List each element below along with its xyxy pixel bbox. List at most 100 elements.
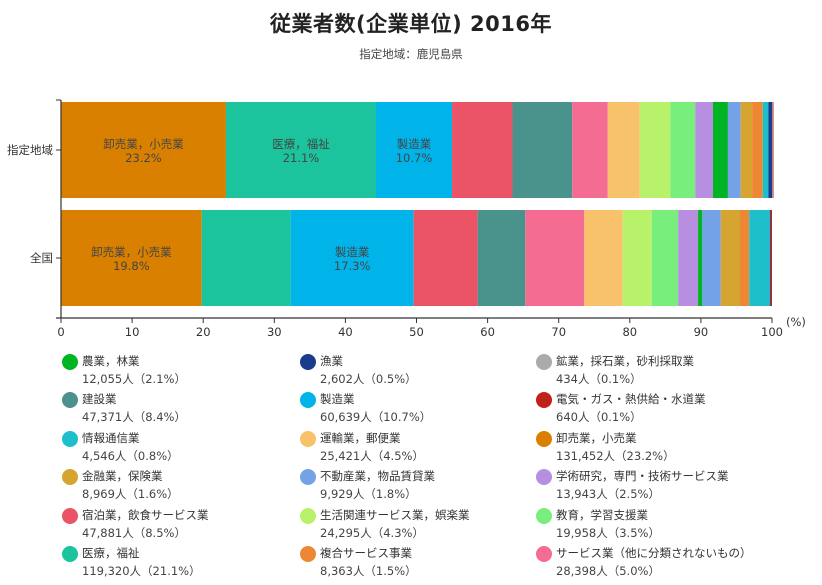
segment-label-value: 19.8%	[113, 259, 150, 273]
bar-segment	[727, 102, 741, 198]
legend-label: 製造業	[320, 392, 355, 407]
bar-segment	[670, 102, 696, 198]
legend-item[interactable]: 複合サービス事業 8,363人（1.5%）	[300, 544, 540, 580]
bar-segment	[770, 210, 772, 306]
legend-color-dot-icon	[62, 469, 78, 486]
legend-color-dot-icon	[536, 354, 552, 370]
legend-label: 生活関連サービス業，娯楽業	[320, 507, 470, 522]
legend-item[interactable]: 生活関連サービス業，娯楽業 24,295人（4.3%）	[300, 506, 540, 542]
bar-segment	[768, 102, 772, 198]
legend-item[interactable]: 運輸業，郵便業 25,421人（4.5%）	[300, 429, 540, 465]
legend-value: 47,371人（8.4%）	[82, 410, 186, 425]
bar-segment	[375, 102, 453, 198]
bar-segment	[413, 210, 478, 306]
legend-label: 金融業，保険業	[82, 469, 163, 484]
bar-segment	[772, 102, 774, 198]
bar-segment	[452, 102, 513, 198]
bar-segment	[712, 102, 728, 198]
bar-segment	[752, 102, 763, 198]
legend-item[interactable]: サービス業（他に分類されないもの） 28,398人（5.0%）	[536, 544, 776, 580]
legend-label: 鉱業，採石業，砂利採取業	[556, 354, 694, 368]
bar-segment	[702, 210, 721, 306]
bar-segment	[749, 210, 770, 306]
bar-segment	[477, 210, 526, 306]
legend-item[interactable]: 卸売業，小売業 131,452人（23.2%）	[536, 429, 776, 465]
chart-title: 従業者数(企業単位) 2016年	[270, 12, 552, 36]
x-axis-unit: (%)	[786, 315, 806, 329]
legend-value: 131,452人（23.2%）	[556, 448, 675, 463]
legend-label: 情報通信業	[82, 430, 140, 445]
legend-label: 運輸業，郵便業	[320, 430, 401, 445]
bar-segment	[225, 102, 376, 198]
x-tick-label: 30	[267, 325, 282, 339]
legend-value: 12,055人（2.1%）	[82, 372, 186, 386]
legend-color-dot-icon	[300, 392, 316, 409]
legend-item[interactable]: 金融業，保険業 8,969人（1.6%）	[62, 467, 302, 503]
legend-item[interactable]: 学術研究，専門・技術サービス業 13,943人（2.5%）	[536, 467, 776, 503]
chart-subtitle: 指定地域：鹿児島県	[359, 47, 463, 61]
legend-value: 24,295人（4.3%）	[320, 525, 424, 540]
legend-value: 4,546人（0.8%）	[82, 448, 179, 463]
bar-segment	[512, 102, 573, 198]
bar-segment	[769, 210, 771, 306]
bar-segment	[290, 210, 414, 306]
legend-item[interactable]: 医療，福祉 119,320人（21.1%）	[62, 544, 302, 580]
segment-label-value: 21.1%	[283, 151, 320, 165]
bar-segment	[201, 210, 291, 306]
legend-item[interactable]: 教育，学習支援業 19,958人（3.5%）	[536, 506, 776, 542]
legend-label: 電気・ガス・熱供給・水道業	[556, 392, 706, 407]
legend-color-dot-icon	[300, 469, 316, 486]
legend-item[interactable]: 建設業 47,371人（8.4%）	[62, 390, 302, 426]
x-tick-label: 100	[761, 325, 783, 339]
bar-segment	[740, 102, 753, 198]
bar-segment	[639, 102, 671, 198]
legend-color-dot-icon	[62, 507, 78, 524]
legend-value: 119,320人（21.1%）	[82, 564, 201, 578]
legend-value: 434人（0.1%）	[556, 372, 642, 386]
bar-segment	[772, 102, 773, 198]
legend-label: 漁業	[320, 354, 343, 368]
legend-value: 8,363人（1.5%）	[320, 564, 417, 578]
legend-color-dot-icon	[62, 546, 78, 562]
segment-label-value: 23.2%	[125, 151, 162, 165]
legend-item[interactable]: 製造業 60,639人（10.7%）	[300, 390, 540, 426]
bar-segment	[525, 210, 585, 306]
x-tick-label: 90	[694, 325, 709, 339]
legend-item[interactable]: 宿泊業，飲食サービス業 47,881人（8.5%）	[62, 506, 302, 542]
legend-item[interactable]: 電気・ガス・熱供給・水道業 640人（0.1%）	[536, 390, 776, 426]
bar-segment	[651, 210, 679, 306]
legend-label: 宿泊業，飲食サービス業	[82, 507, 209, 522]
legend-label: 学術研究，専門・技術サービス業	[556, 469, 729, 484]
legend-value: 60,639人（10.7%）	[320, 410, 432, 425]
legend-value: 8,969人（1.6%）	[82, 487, 179, 502]
bar-segment	[572, 102, 608, 198]
y-tick-label: 全国	[30, 251, 53, 265]
legend-value: 9,929人（1.8%）	[320, 487, 417, 502]
legend-color-dot-icon	[536, 546, 552, 562]
legend-item[interactable]: 情報通信業 4,546人（0.8%）	[62, 429, 302, 465]
legend-color-dot-icon	[62, 354, 78, 370]
legend-label: 不動産業，物品賃貸業	[320, 469, 435, 484]
legend-item[interactable]: 漁業 2,602人（0.5%）	[300, 352, 540, 388]
y-tick-label: 指定地域	[7, 143, 53, 157]
bar-segment	[584, 210, 623, 306]
legend-label: 教育，学習支援業	[556, 507, 648, 522]
bar-segment	[61, 102, 226, 198]
bar-segment	[695, 102, 713, 198]
bar-segment	[678, 210, 699, 306]
bar-segment	[698, 210, 703, 306]
legend-label: 複合サービス事業	[320, 546, 412, 560]
legend-item[interactable]: 農業，林業 12,055人（2.1%）	[62, 352, 302, 388]
legend-value: 13,943人（2.5%）	[556, 487, 660, 502]
legend-color-dot-icon	[536, 392, 552, 409]
legend-item[interactable]: 鉱業，採石業，砂利採取業 434人（0.1%）	[536, 352, 776, 388]
x-tick-label: 10	[125, 325, 140, 339]
bars-group	[61, 102, 774, 306]
legend-value: 28,398人（5.0%）	[556, 564, 660, 578]
legend-value: 640人（0.1%）	[556, 410, 642, 425]
segment-label-value: 10.7%	[396, 151, 433, 165]
legend-value: 47,881人（8.5%）	[82, 525, 186, 540]
legend-color-dot-icon	[300, 546, 316, 562]
legend-item[interactable]: 不動産業，物品賃貸業 9,929人（1.8%）	[300, 467, 540, 503]
legend-color-dot-icon	[300, 354, 316, 370]
